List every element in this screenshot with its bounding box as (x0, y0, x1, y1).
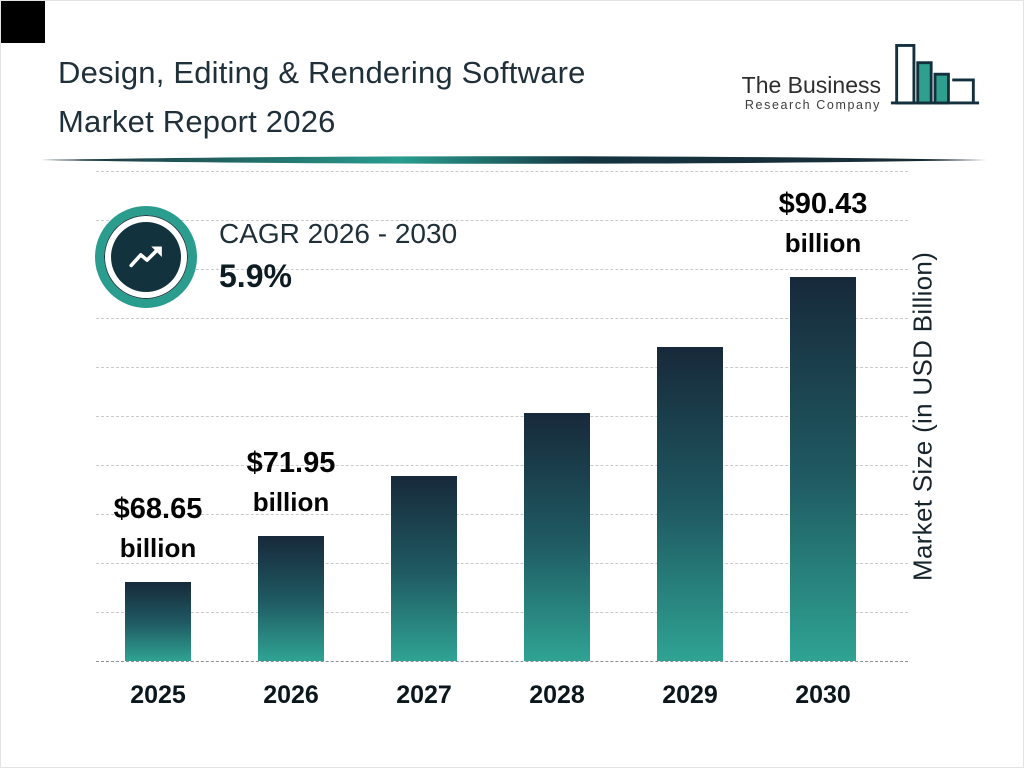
page-title-line1: Design, Editing & Rendering Software (58, 55, 586, 90)
gridline (96, 514, 908, 515)
x-axis-label-2030: 2030 (795, 681, 851, 709)
corner-accent (1, 1, 45, 43)
y-axis-label: Market Size (in USD Billion) (907, 251, 938, 581)
gridline (96, 220, 908, 221)
bar-value-label-2025: $68.65 billion (38, 488, 278, 566)
bar-value-label-2026: $71.95 billion (171, 442, 411, 520)
bar-2029 (657, 347, 723, 661)
trend-up-icon (111, 222, 181, 292)
logo-subname: Research Company (744, 98, 881, 112)
bar-value-amount: $90.43 (778, 188, 868, 220)
cagr-badge: CAGR 2026 - 2030 5.9% (95, 206, 457, 308)
cagr-text: CAGR 2026 - 2030 5.9% (219, 206, 457, 298)
gridline (96, 367, 908, 368)
page-title-line2: Market Report 2026 (58, 104, 336, 139)
x-axis-baseline (96, 661, 908, 662)
x-axis-label-2025: 2025 (130, 681, 186, 709)
gridline (96, 563, 908, 564)
bar-value-amount: $68.65 (113, 493, 203, 525)
gridline (96, 269, 908, 270)
x-axis-label-2028: 2028 (529, 681, 585, 709)
x-axis-label-2029: 2029 (662, 681, 718, 709)
x-axis-label-2026: 2026 (263, 681, 319, 709)
bar-value-unit: billion (119, 533, 197, 563)
page-title: Design, Editing & Rendering Software Mar… (58, 48, 586, 146)
cagr-label: CAGR 2026 - 2030 (219, 218, 458, 249)
company-logo-text: The Business Research Company (742, 72, 881, 112)
gridline (96, 171, 908, 172)
bar-2025 (125, 582, 191, 661)
bar-2030 (790, 277, 856, 661)
company-logo: The Business Research Company (713, 41, 981, 122)
cagr-value: 5.9% (219, 258, 292, 294)
bar-value-unit: billion (784, 228, 862, 258)
bar-value-unit: billion (252, 487, 330, 517)
gridline (96, 612, 908, 613)
bar-value-label-2030: $90.43 billion (703, 183, 943, 261)
bar-2026 (258, 536, 324, 661)
gridline (96, 318, 908, 319)
header-divider (41, 153, 987, 165)
gridline (96, 465, 908, 466)
x-axis-label-2027: 2027 (396, 681, 452, 709)
bar-chart-logo-icon (889, 41, 981, 122)
bar-2027 (391, 476, 457, 661)
logo-name: The Business (741, 72, 881, 98)
bar-value-amount: $71.95 (246, 447, 336, 479)
gridline (96, 416, 908, 417)
bar-2028 (524, 413, 590, 661)
cagr-ring (95, 206, 197, 308)
